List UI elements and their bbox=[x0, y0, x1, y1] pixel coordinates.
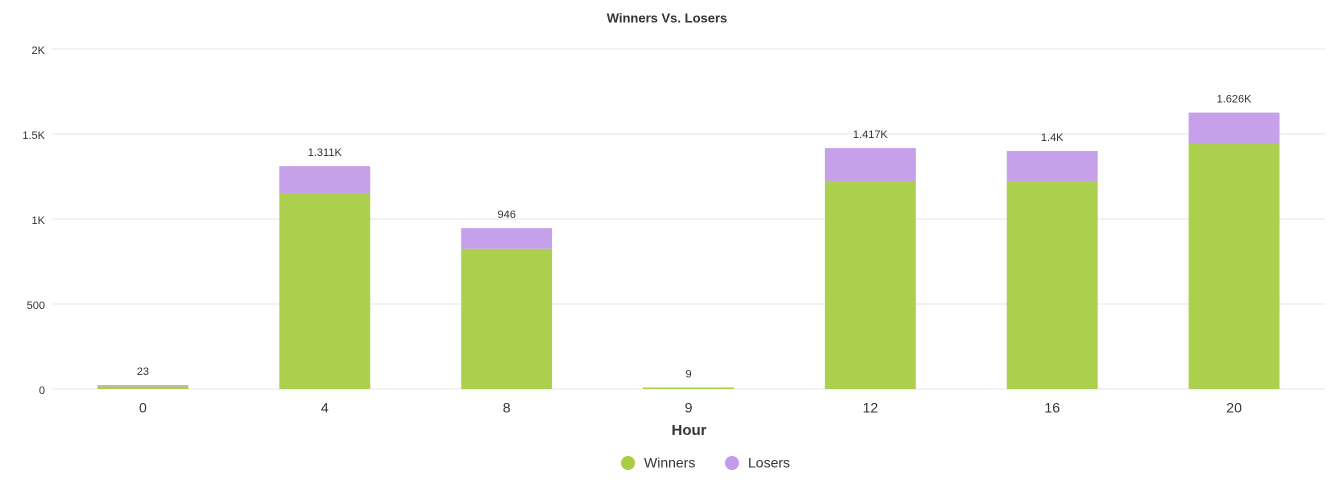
total-label: 946 bbox=[497, 209, 515, 221]
y-tick-label: 1.5K bbox=[22, 130, 45, 142]
y-tick-label: 1K bbox=[32, 215, 46, 227]
bar-segment bbox=[1006, 180, 1098, 389]
x-tick-label: 12 bbox=[863, 400, 879, 416]
x-axis-title: Hour bbox=[672, 422, 707, 439]
x-tick-label: 0 bbox=[139, 400, 147, 416]
x-tick-label: 20 bbox=[1226, 400, 1242, 416]
chart-title: Winners Vs. Losers bbox=[607, 10, 728, 25]
y-tick-label: 2K bbox=[32, 45, 46, 57]
bar-segment bbox=[643, 387, 734, 389]
y-tick-label: 0 bbox=[39, 385, 45, 397]
bar-segment bbox=[97, 385, 189, 387]
bar-segment bbox=[279, 166, 371, 194]
total-label: 23 bbox=[137, 366, 149, 378]
total-label: 1.626K bbox=[1217, 93, 1253, 105]
bar-segment bbox=[461, 228, 553, 249]
total-label: 1.4K bbox=[1041, 132, 1064, 144]
bar-segment bbox=[279, 193, 371, 389]
total-label: 1.417K bbox=[853, 129, 889, 141]
x-tick-label: 8 bbox=[503, 400, 511, 416]
legend-label: Losers bbox=[748, 455, 790, 471]
bar-segment bbox=[824, 181, 916, 389]
bar-segment bbox=[97, 386, 189, 389]
x-tick-label: 9 bbox=[685, 400, 693, 416]
legend-marker bbox=[621, 456, 635, 470]
total-label: 9 bbox=[685, 368, 691, 380]
bar-segment bbox=[824, 148, 916, 182]
x-tick-label: 16 bbox=[1044, 400, 1060, 416]
bar-segment bbox=[643, 387, 734, 388]
bar-segment bbox=[1006, 151, 1098, 181]
y-tick-label: 500 bbox=[27, 300, 45, 312]
x-tick-label: 4 bbox=[321, 400, 329, 416]
bar-segment bbox=[1188, 144, 1280, 389]
bar-segment bbox=[461, 248, 553, 389]
total-label: 1.311K bbox=[308, 147, 343, 159]
legend-label: Winners bbox=[644, 455, 695, 471]
bar-segment bbox=[1188, 112, 1280, 145]
legend-marker bbox=[725, 456, 739, 470]
